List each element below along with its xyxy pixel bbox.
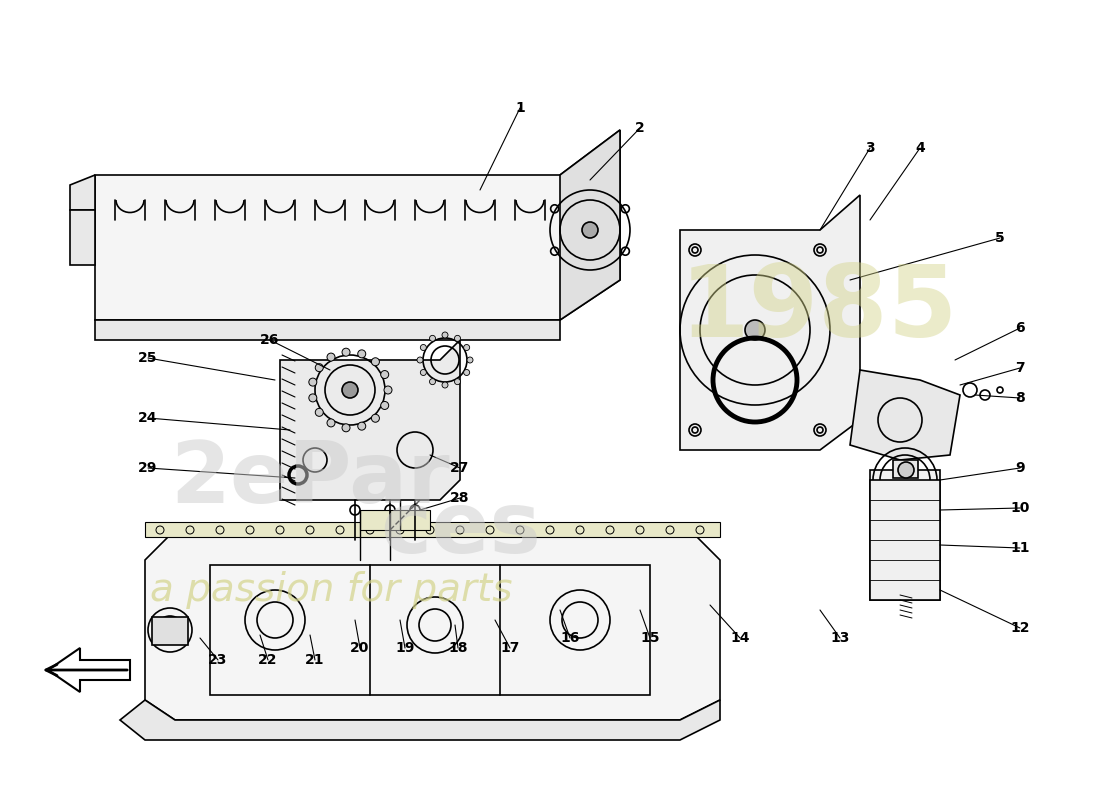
- Polygon shape: [95, 130, 620, 320]
- Circle shape: [417, 357, 424, 363]
- Text: 26: 26: [261, 333, 279, 347]
- Circle shape: [745, 320, 764, 340]
- Text: 14: 14: [730, 631, 750, 645]
- Circle shape: [381, 402, 388, 410]
- Circle shape: [372, 414, 379, 422]
- Text: 7: 7: [1015, 361, 1025, 375]
- Text: 8: 8: [1015, 391, 1025, 405]
- Circle shape: [342, 382, 358, 398]
- Circle shape: [464, 345, 470, 350]
- Text: 4: 4: [915, 141, 925, 155]
- Circle shape: [358, 350, 365, 358]
- Text: 23: 23: [208, 653, 228, 667]
- Circle shape: [316, 408, 323, 416]
- Text: 2: 2: [635, 121, 645, 135]
- Circle shape: [582, 222, 598, 238]
- Polygon shape: [70, 175, 95, 210]
- Text: 16: 16: [560, 631, 580, 645]
- Circle shape: [327, 419, 336, 427]
- Circle shape: [454, 378, 461, 385]
- Circle shape: [429, 335, 436, 342]
- Polygon shape: [280, 340, 460, 500]
- Circle shape: [429, 378, 436, 385]
- Bar: [893, 460, 918, 478]
- Text: 28: 28: [450, 491, 470, 505]
- Circle shape: [898, 462, 914, 478]
- Circle shape: [420, 345, 427, 350]
- Circle shape: [309, 394, 317, 402]
- Circle shape: [384, 386, 392, 394]
- Polygon shape: [560, 130, 620, 320]
- Text: 13: 13: [830, 631, 849, 645]
- Circle shape: [442, 332, 448, 338]
- Text: ces: ces: [379, 489, 541, 571]
- Text: a passion for parts: a passion for parts: [150, 571, 513, 609]
- Text: 18: 18: [449, 641, 468, 655]
- Text: 9: 9: [1015, 461, 1025, 475]
- Circle shape: [468, 357, 473, 363]
- Text: 12: 12: [1010, 621, 1030, 635]
- Text: 20: 20: [350, 641, 370, 655]
- Polygon shape: [145, 530, 721, 720]
- Polygon shape: [850, 370, 960, 460]
- Bar: [870, 480, 940, 600]
- Polygon shape: [120, 700, 720, 740]
- Text: 15: 15: [640, 631, 660, 645]
- Circle shape: [420, 370, 427, 375]
- Bar: [152, 617, 188, 645]
- Text: 3: 3: [866, 141, 874, 155]
- Text: 11: 11: [1010, 541, 1030, 555]
- Text: 2ePar: 2ePar: [170, 438, 450, 522]
- Bar: [360, 510, 430, 530]
- Text: 27: 27: [450, 461, 470, 475]
- Text: 22: 22: [258, 653, 277, 667]
- Circle shape: [358, 422, 365, 430]
- Circle shape: [316, 364, 323, 372]
- Circle shape: [372, 358, 379, 366]
- Circle shape: [442, 382, 448, 388]
- Bar: [870, 470, 940, 600]
- Polygon shape: [680, 195, 860, 450]
- Text: 5: 5: [996, 231, 1005, 245]
- Polygon shape: [95, 320, 560, 340]
- Text: 1985: 1985: [680, 262, 958, 358]
- Bar: [210, 565, 650, 695]
- Circle shape: [327, 353, 336, 361]
- Circle shape: [342, 424, 350, 432]
- Text: 21: 21: [306, 653, 324, 667]
- Text: 1: 1: [515, 101, 525, 115]
- Text: 29: 29: [139, 461, 157, 475]
- Text: 25: 25: [139, 351, 157, 365]
- Circle shape: [464, 370, 470, 375]
- Text: 6: 6: [1015, 321, 1025, 335]
- Text: 19: 19: [395, 641, 415, 655]
- Circle shape: [454, 335, 461, 342]
- Circle shape: [342, 348, 350, 356]
- Text: 24: 24: [139, 411, 157, 425]
- Circle shape: [381, 370, 388, 378]
- Circle shape: [309, 378, 317, 386]
- Bar: [145, 522, 721, 537]
- Polygon shape: [70, 210, 95, 265]
- Text: 10: 10: [1010, 501, 1030, 515]
- Text: 17: 17: [500, 641, 519, 655]
